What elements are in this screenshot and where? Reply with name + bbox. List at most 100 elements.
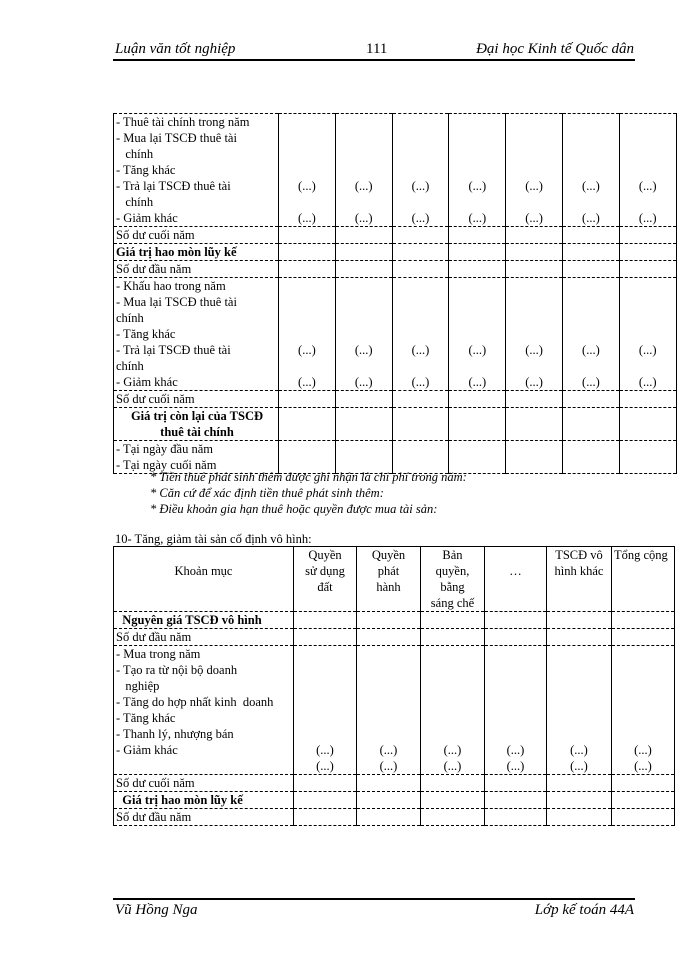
column-header: Bản quyền, bằng sáng chế [420, 546, 485, 612]
value-cell [356, 791, 421, 809]
value-cell [293, 774, 357, 792]
value-cell [546, 791, 612, 809]
value-cell [278, 226, 336, 244]
empty-line [507, 194, 562, 210]
row-label-line: - Tăng khác [116, 711, 176, 725]
empty-line [393, 294, 448, 310]
value-cell [356, 774, 421, 792]
placeholder-value: (...) [443, 743, 462, 757]
value-cell: (...) (...) [391, 113, 450, 227]
value-cell [618, 243, 677, 261]
section-10-title: 10- Tăng, giảm tài sản cố định vô hình: [115, 532, 312, 546]
header-university: Đại học Kinh tế Quốc dân [476, 41, 634, 57]
empty-line [613, 776, 674, 791]
value-cell [561, 440, 620, 474]
empty-line [563, 392, 618, 407]
empty-line [336, 262, 391, 277]
empty-line [620, 146, 675, 162]
empty-line [620, 130, 675, 146]
value-cell: (...) (...) [448, 277, 507, 391]
empty-line [450, 245, 505, 260]
row-label-line: chính [116, 195, 154, 209]
empty-line [336, 194, 391, 210]
empty-line [450, 115, 505, 131]
table-row: Số dư đầu năm [113, 628, 675, 646]
empty-line [336, 326, 391, 342]
value-cell [561, 407, 620, 441]
empty-line [393, 228, 448, 243]
empty-line [393, 326, 448, 342]
placeholder-value: (...) [638, 375, 657, 389]
row-label-line: - Giảm khác [116, 743, 178, 757]
empty-line [295, 810, 356, 825]
value-cell [546, 808, 612, 826]
placeholder-value: (...) [638, 179, 657, 193]
placeholder-value: (...) [316, 743, 334, 757]
empty-line [358, 776, 420, 791]
empty-line [336, 146, 391, 162]
empty-line [613, 662, 674, 678]
empty-line [563, 146, 618, 162]
value-cell [448, 407, 507, 441]
column-header-line: quyền, [435, 564, 470, 578]
empty-line [358, 694, 420, 710]
row-label-line: nghiệp [116, 679, 160, 693]
empty-line [507, 442, 562, 458]
empty-line [336, 409, 391, 425]
empty-line [507, 424, 562, 440]
value-cell [448, 243, 507, 261]
empty-line [548, 630, 611, 645]
placeholder-value: (...) [570, 743, 588, 757]
empty-line [486, 793, 546, 808]
row-label-line: - Khấu hao trong năm [116, 279, 226, 293]
value-cell: (...) (...) [561, 113, 620, 227]
empty-line [548, 662, 611, 678]
value-cell [618, 440, 677, 474]
value-cell: (...) (...) [561, 277, 620, 391]
value-cell [561, 390, 620, 408]
value-cell [611, 808, 675, 826]
row-label-line: Giá trị còn lại của TSCĐ [130, 409, 264, 423]
empty-line [507, 245, 562, 260]
value-cell [484, 628, 547, 646]
empty-line [336, 115, 391, 131]
value-cell: (...) (...) [334, 113, 393, 227]
value-cell [484, 774, 547, 792]
value-cell [484, 808, 547, 826]
value-cell [618, 226, 677, 244]
footnote: * Tiền thuê phát sinh thêm được ghi nhận… [150, 470, 467, 484]
table-row: - Mua trong năm - Tạo ra từ nội bộ doanh … [113, 645, 675, 775]
value-cell [618, 390, 677, 408]
empty-line [450, 326, 505, 342]
placeholder-value: (...) [582, 211, 600, 225]
empty-line [358, 613, 420, 628]
value-cell [505, 243, 563, 261]
row-label-cell: Số dư đầu năm [113, 808, 294, 826]
column-header: Quyền phát hành [356, 546, 421, 612]
table-row: - Khấu hao trong năm - Mua lại TSCĐ thuê … [113, 277, 677, 391]
empty-line [486, 776, 546, 791]
placeholder-value: (...) [506, 743, 525, 757]
empty-line [548, 776, 611, 791]
empty-line [507, 130, 562, 146]
empty-line [358, 793, 420, 808]
value-cell [278, 243, 336, 261]
value-cell [293, 791, 357, 809]
value-cell [391, 260, 450, 278]
empty-line [450, 310, 505, 326]
empty-line [393, 424, 448, 440]
value-cell [561, 260, 620, 278]
empty-line [613, 793, 674, 808]
value-cell: (...) (...) [278, 277, 336, 391]
column-header: Khoản mục [113, 546, 294, 612]
empty-line [613, 710, 674, 726]
header-thesis-title: Luận văn tốt nghiệp [115, 41, 236, 57]
empty-line [563, 442, 618, 458]
row-label-line: Giá trị hao mòn lũy kế [116, 245, 237, 259]
value-cell [505, 407, 563, 441]
empty-line [563, 228, 618, 243]
empty-line [393, 162, 448, 178]
footnote: * Căn cứ để xác định tiền thuê phát sinh… [150, 486, 384, 500]
column-header-line [114, 547, 293, 563]
placeholder-value: (...) [298, 343, 316, 357]
